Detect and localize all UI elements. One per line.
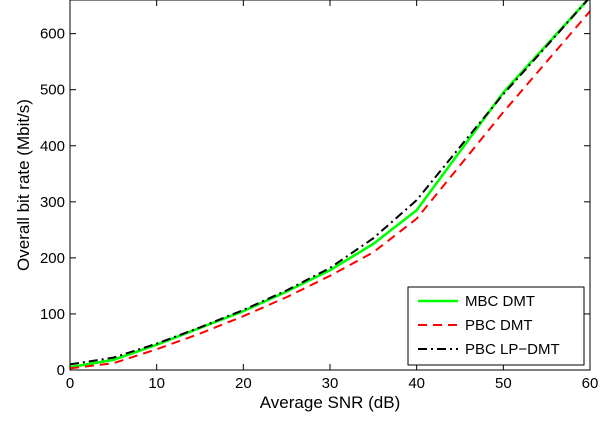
x-axis-label: Average SNR (dB): [260, 393, 400, 412]
legend-items: MBC DMT PBC DMT PBC LP−DMT: [418, 293, 560, 358]
legend-label-1: MBC DMT: [465, 293, 535, 310]
series-layer: [69, 0, 591, 370]
x-tick-label: 60: [582, 375, 599, 392]
series-line-3: [69, 0, 589, 366]
series-line-1: [69, 0, 590, 369]
legend-label-3: PBC LP−DMT: [465, 341, 560, 358]
x-tick-label: 40: [408, 375, 425, 392]
x-tick-label: 10: [148, 375, 165, 392]
y-tick-label: 600: [40, 26, 65, 43]
legend: MBC DMT PBC DMT PBC LP−DMT: [407, 286, 585, 366]
y-axis-label: Overall bit rate (Mbit/s): [14, 99, 33, 271]
x-tick-label: 20: [235, 375, 252, 392]
x-tick-label: 0: [66, 375, 74, 392]
y-tick-label: 500: [40, 82, 65, 99]
y-tick-label: 100: [40, 306, 65, 323]
y-tick-label: 200: [40, 250, 65, 267]
x-tick-label: 30: [322, 375, 339, 392]
x-tick-label: 50: [495, 375, 512, 392]
y-tick-label: 300: [40, 194, 65, 211]
legend-label-2: PBC DMT: [465, 317, 533, 334]
series-line-2: [69, 10, 591, 370]
y-tick-label: 0: [57, 362, 65, 379]
y-tick-label: 400: [40, 138, 65, 155]
